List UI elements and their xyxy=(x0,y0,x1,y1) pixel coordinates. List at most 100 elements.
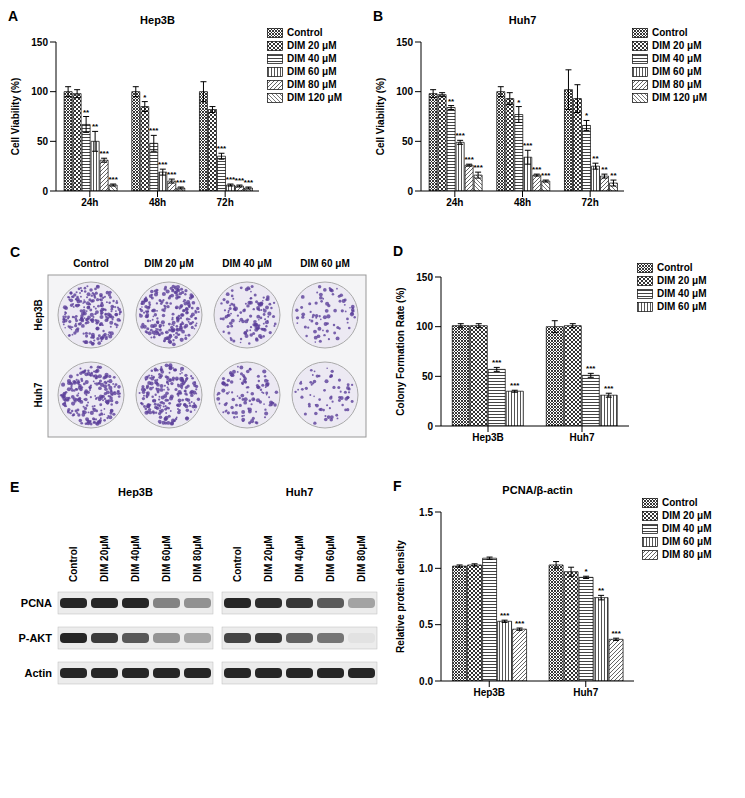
svg-text:150: 150 xyxy=(31,37,48,48)
svg-text:50: 50 xyxy=(402,136,414,147)
svg-text:Cell Viability (%): Cell Viability (%) xyxy=(10,78,21,156)
svg-text:***: *** xyxy=(176,178,186,187)
html-text:DIM 120 μM: DIM 120 μM xyxy=(652,92,707,103)
svg-text:***: *** xyxy=(108,175,118,184)
svg-text:72h: 72h xyxy=(217,197,234,208)
svg-text:DIM 20μM: DIM 20μM xyxy=(263,535,274,582)
html-text:DIM 40 μM: DIM 40 μM xyxy=(287,53,337,64)
svg-text:DIM 80μM: DIM 80μM xyxy=(356,535,367,582)
html-text:Hep3B: Hep3B xyxy=(140,14,175,26)
svg-text:*: * xyxy=(143,93,147,102)
svg-text:Huh7: Huh7 xyxy=(286,486,314,498)
svg-text:***: *** xyxy=(541,171,551,180)
svg-text:***: *** xyxy=(158,160,168,169)
svg-text:Actin: Actin xyxy=(25,667,53,679)
svg-text:48h: 48h xyxy=(149,197,166,208)
svg-text:100: 100 xyxy=(31,86,48,97)
svg-text:48h: 48h xyxy=(514,197,531,208)
svg-text:50: 50 xyxy=(37,136,49,147)
svg-text:**: ** xyxy=(83,108,90,117)
svg-text:**: ** xyxy=(601,165,608,174)
svg-text:0: 0 xyxy=(427,421,433,432)
svg-text:Cell Viability (%): Cell Viability (%) xyxy=(375,78,386,156)
svg-text:***: *** xyxy=(244,178,254,187)
svg-text:Huh7: Huh7 xyxy=(573,687,598,698)
svg-text:0: 0 xyxy=(42,186,48,197)
html-text:DIM 120 μM: DIM 120 μM xyxy=(287,92,342,103)
svg-text:***: *** xyxy=(473,163,483,172)
svg-text:Colony Formation Rate (%): Colony Formation Rate (%) xyxy=(395,287,406,415)
html-text:DIM 40 μM: DIM 40 μM xyxy=(652,53,702,64)
html-text:DIM 20 μM: DIM 20 μM xyxy=(287,40,337,51)
html-text:DIM 60 μM: DIM 60 μM xyxy=(652,66,702,77)
svg-text:***: *** xyxy=(604,384,614,393)
svg-text:**: ** xyxy=(592,154,599,163)
svg-text:Huh7: Huh7 xyxy=(570,432,595,443)
svg-text:**: ** xyxy=(448,97,455,106)
svg-text:***: *** xyxy=(99,149,109,158)
svg-text:***: *** xyxy=(510,381,520,390)
svg-text:24h: 24h xyxy=(81,197,98,208)
svg-text:0: 0 xyxy=(407,186,413,197)
svg-text:100: 100 xyxy=(396,86,413,97)
html-text:PCNA/β-actin: PCNA/β-actin xyxy=(502,484,573,496)
svg-text:**: ** xyxy=(610,171,617,180)
svg-text:C: C xyxy=(10,244,20,260)
html-text:Control: Control xyxy=(287,27,323,38)
svg-text:*: * xyxy=(517,98,521,107)
svg-text:150: 150 xyxy=(416,272,433,283)
svg-text:DIM 40 μM: DIM 40 μM xyxy=(222,258,271,269)
svg-text:DIM 60μM: DIM 60μM xyxy=(325,535,336,582)
svg-text:***: *** xyxy=(217,144,227,153)
svg-text:Control: Control xyxy=(68,546,79,582)
svg-text:*: * xyxy=(585,567,589,576)
svg-text:1.5: 1.5 xyxy=(419,507,433,518)
svg-text:Control: Control xyxy=(232,546,243,582)
svg-text:Control: Control xyxy=(73,258,109,269)
svg-text:1.0: 1.0 xyxy=(419,563,433,574)
html-text:Huh7: Huh7 xyxy=(508,14,537,26)
svg-text:DIM 40μM: DIM 40μM xyxy=(130,535,141,582)
svg-text:***: *** xyxy=(455,131,465,140)
svg-text:Hep3B: Hep3B xyxy=(33,299,44,331)
svg-text:50: 50 xyxy=(422,371,434,382)
svg-text:DIM 20 μM: DIM 20 μM xyxy=(144,258,193,269)
svg-text:P-AKT: P-AKT xyxy=(18,632,52,644)
svg-text:***: *** xyxy=(586,364,596,373)
svg-text:**: ** xyxy=(92,122,99,131)
svg-text:150: 150 xyxy=(396,37,413,48)
svg-text:DIM 40μM: DIM 40μM xyxy=(294,535,305,582)
svg-text:0.5: 0.5 xyxy=(419,619,433,630)
svg-text:24h: 24h xyxy=(446,197,463,208)
svg-text:DIM 80μM: DIM 80μM xyxy=(192,535,203,582)
svg-text:Hep3B: Hep3B xyxy=(472,432,504,443)
html-text:D: D xyxy=(393,243,404,259)
svg-text:DIM 20μM: DIM 20μM xyxy=(99,535,110,582)
html-text:A: A xyxy=(8,8,19,24)
html-text:DIM 20 μM: DIM 20 μM xyxy=(652,40,702,51)
svg-text:72h: 72h xyxy=(582,197,599,208)
html-text:Control: Control xyxy=(652,27,688,38)
svg-text:***: *** xyxy=(149,126,159,135)
svg-text:Huh7: Huh7 xyxy=(33,382,44,407)
svg-text:***: *** xyxy=(611,629,621,638)
svg-text:***: *** xyxy=(515,619,525,628)
svg-text:PCNA: PCNA xyxy=(21,597,52,609)
svg-text:***: *** xyxy=(500,611,510,620)
svg-text:DIM 60 μM: DIM 60 μM xyxy=(300,258,349,269)
svg-text:Hep3B: Hep3B xyxy=(473,687,505,698)
html-text:DIM 80 μM: DIM 80 μM xyxy=(652,79,702,90)
svg-text:Relative protein density: Relative protein density xyxy=(395,540,406,653)
svg-text:***: *** xyxy=(523,141,533,150)
svg-text:0.0: 0.0 xyxy=(419,676,433,687)
svg-text:E: E xyxy=(10,479,19,495)
svg-text:Hep3B: Hep3B xyxy=(118,486,153,498)
html-text:DIM 60 μM: DIM 60 μM xyxy=(287,66,337,77)
svg-text:***: *** xyxy=(492,358,502,367)
svg-text:100: 100 xyxy=(416,321,433,332)
svg-text:*: * xyxy=(585,111,589,120)
svg-text:**: ** xyxy=(598,586,605,595)
svg-text:DIM 60μM: DIM 60μM xyxy=(161,535,172,582)
html-text:B: B xyxy=(373,8,384,24)
html-text:DIM 80 μM: DIM 80 μM xyxy=(287,79,337,90)
